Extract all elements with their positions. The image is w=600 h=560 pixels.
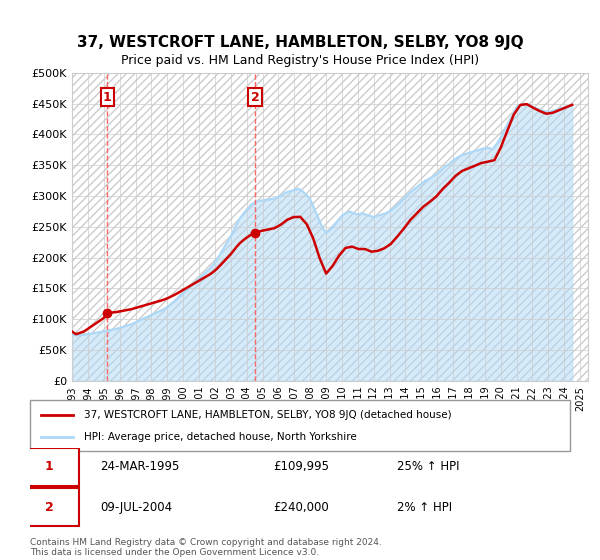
Text: 37, WESTCROFT LANE, HAMBLETON, SELBY, YO8 9JQ (detached house): 37, WESTCROFT LANE, HAMBLETON, SELBY, YO…: [84, 409, 452, 419]
FancyBboxPatch shape: [19, 448, 79, 486]
Text: Price paid vs. HM Land Registry's House Price Index (HPI): Price paid vs. HM Land Registry's House …: [121, 54, 479, 67]
Text: 24-MAR-1995: 24-MAR-1995: [100, 460, 179, 473]
Text: 1: 1: [44, 460, 53, 473]
Text: £240,000: £240,000: [273, 501, 329, 514]
Text: Contains HM Land Registry data © Crown copyright and database right 2024.
This d: Contains HM Land Registry data © Crown c…: [30, 538, 382, 557]
Text: HPI: Average price, detached house, North Yorkshire: HPI: Average price, detached house, Nort…: [84, 432, 357, 442]
Text: 2: 2: [44, 501, 53, 514]
FancyBboxPatch shape: [30, 400, 570, 451]
Text: 2% ↑ HPI: 2% ↑ HPI: [397, 501, 452, 514]
Text: 25% ↑ HPI: 25% ↑ HPI: [397, 460, 460, 473]
FancyBboxPatch shape: [72, 73, 588, 381]
Text: 1: 1: [103, 91, 112, 104]
Text: 09-JUL-2004: 09-JUL-2004: [100, 501, 172, 514]
Text: 2: 2: [251, 91, 259, 104]
FancyBboxPatch shape: [19, 488, 79, 526]
Text: £109,995: £109,995: [273, 460, 329, 473]
Text: 37, WESTCROFT LANE, HAMBLETON, SELBY, YO8 9JQ: 37, WESTCROFT LANE, HAMBLETON, SELBY, YO…: [77, 35, 523, 50]
